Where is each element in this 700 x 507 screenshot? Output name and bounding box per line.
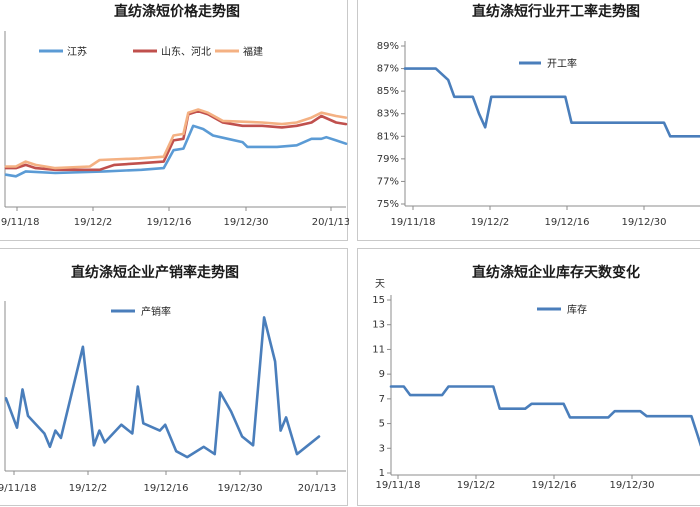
sales-rate-chart: 直纺涤短企业产销率走势图 19/11/18 19/12/2 19/12/16 19/1…	[0, 264, 346, 494]
y-tick-label: 7	[379, 394, 385, 405]
x-tick-label: 20/1/13	[298, 483, 337, 494]
chart-title: 直纺涤短企业库存天数变化	[472, 264, 640, 281]
y-tick-label: 5	[379, 419, 385, 430]
chart-title: 直纺涤短价格走势图	[114, 3, 240, 20]
x-tick-label: 19/12/2	[69, 483, 108, 494]
x-tick-label: 19/12/16	[144, 483, 189, 494]
legend-label: 福建	[243, 45, 263, 58]
x-tick-label: 19/12/30	[610, 480, 655, 491]
inventory-days-chart: 直纺涤短企业库存天数变化 15 13 11 9 7 5 3 1 天 19/11/18 19/12/2…	[372, 264, 700, 491]
y-tick-label: 81%	[377, 131, 399, 142]
y-tick-label: 89%	[377, 41, 399, 52]
x-tick-label: 19/12/2	[471, 217, 510, 228]
x-tick-label: 20/1/13	[312, 217, 349, 228]
sales-rate-chart-panel: 直纺涤短企业产销率走势图 19/11/18 19/12/2 19/12/16 19/1…	[0, 248, 348, 506]
y-tick-label: 79%	[377, 154, 399, 165]
legend-label: 江苏	[67, 45, 87, 58]
inventory-days-chart-panel: 直纺涤短企业库存天数变化 15 13 11 9 7 5 3 1 天 19/11/18 19/12/2…	[357, 248, 700, 506]
x-tick-label: 19/12/30	[224, 217, 269, 228]
x-tick-label: 19/11/18	[0, 217, 39, 228]
x-tick-label: 19/12/30	[218, 483, 263, 494]
legend-label: 开工率	[547, 57, 577, 70]
y-tick-label: 77%	[377, 176, 399, 187]
operating-rate-chart: 直纺涤短行业开工率走势图 89% 87% 85% 83% 81% 79% 77% 75% 19/…	[377, 3, 700, 228]
series-line-1	[389, 385, 700, 447]
operating-rate-chart-panel: 直纺涤短行业开工率走势图 89% 87% 85% 83% 81% 79% 77% 75% 19/…	[357, 0, 700, 241]
x-tick-label: 19/12/30	[622, 217, 667, 228]
x-tick-label: 19/12/2	[457, 480, 496, 491]
legend-label: 库存	[567, 303, 587, 316]
x-tick-label: 19/11/18	[391, 217, 436, 228]
price-trend-chart: 直纺涤短价格走势图 19/11/18 19/12/2 19/12/16 19/12/3…	[0, 3, 349, 228]
x-tick-label: 19/11/18	[0, 483, 36, 494]
x-tick-label: 19/12/16	[147, 217, 192, 228]
y-tick-label: 1	[379, 468, 385, 479]
y-tick-label: 85%	[377, 86, 399, 97]
legend-label: 产销率	[141, 305, 171, 318]
y-tick-label: 83%	[377, 109, 399, 120]
series-line-1	[4, 124, 348, 178]
y-tick-label: 11	[372, 344, 385, 355]
x-tick-label: 19/12/16	[545, 217, 590, 228]
chart-title: 直纺涤短行业开工率走势图	[472, 3, 640, 20]
y-tick-label: 75%	[377, 199, 399, 210]
x-tick-label: 19/11/18	[376, 480, 421, 491]
chart-title: 直纺涤短企业产销率走势图	[71, 264, 239, 281]
series-line-1	[403, 67, 700, 138]
price-trend-chart-panel: 直纺涤短价格走势图 19/11/18 19/12/2 19/12/16 19/12/3…	[0, 0, 349, 241]
series-line-2	[4, 109, 348, 172]
x-tick-label: 19/12/2	[74, 217, 113, 228]
y-tick-label: 3	[379, 443, 385, 454]
y-tick-label: 9	[379, 369, 385, 380]
x-tick-label: 19/12/16	[532, 480, 577, 491]
y-tick-label: 87%	[377, 64, 399, 75]
legend-label: 山东、河北	[161, 45, 211, 58]
y-axis-unit-label: 天	[375, 279, 385, 290]
series-line-3	[4, 108, 348, 170]
y-tick-label: 13	[372, 320, 385, 331]
y-tick-label: 15	[372, 295, 385, 306]
series-line-1	[4, 316, 321, 459]
